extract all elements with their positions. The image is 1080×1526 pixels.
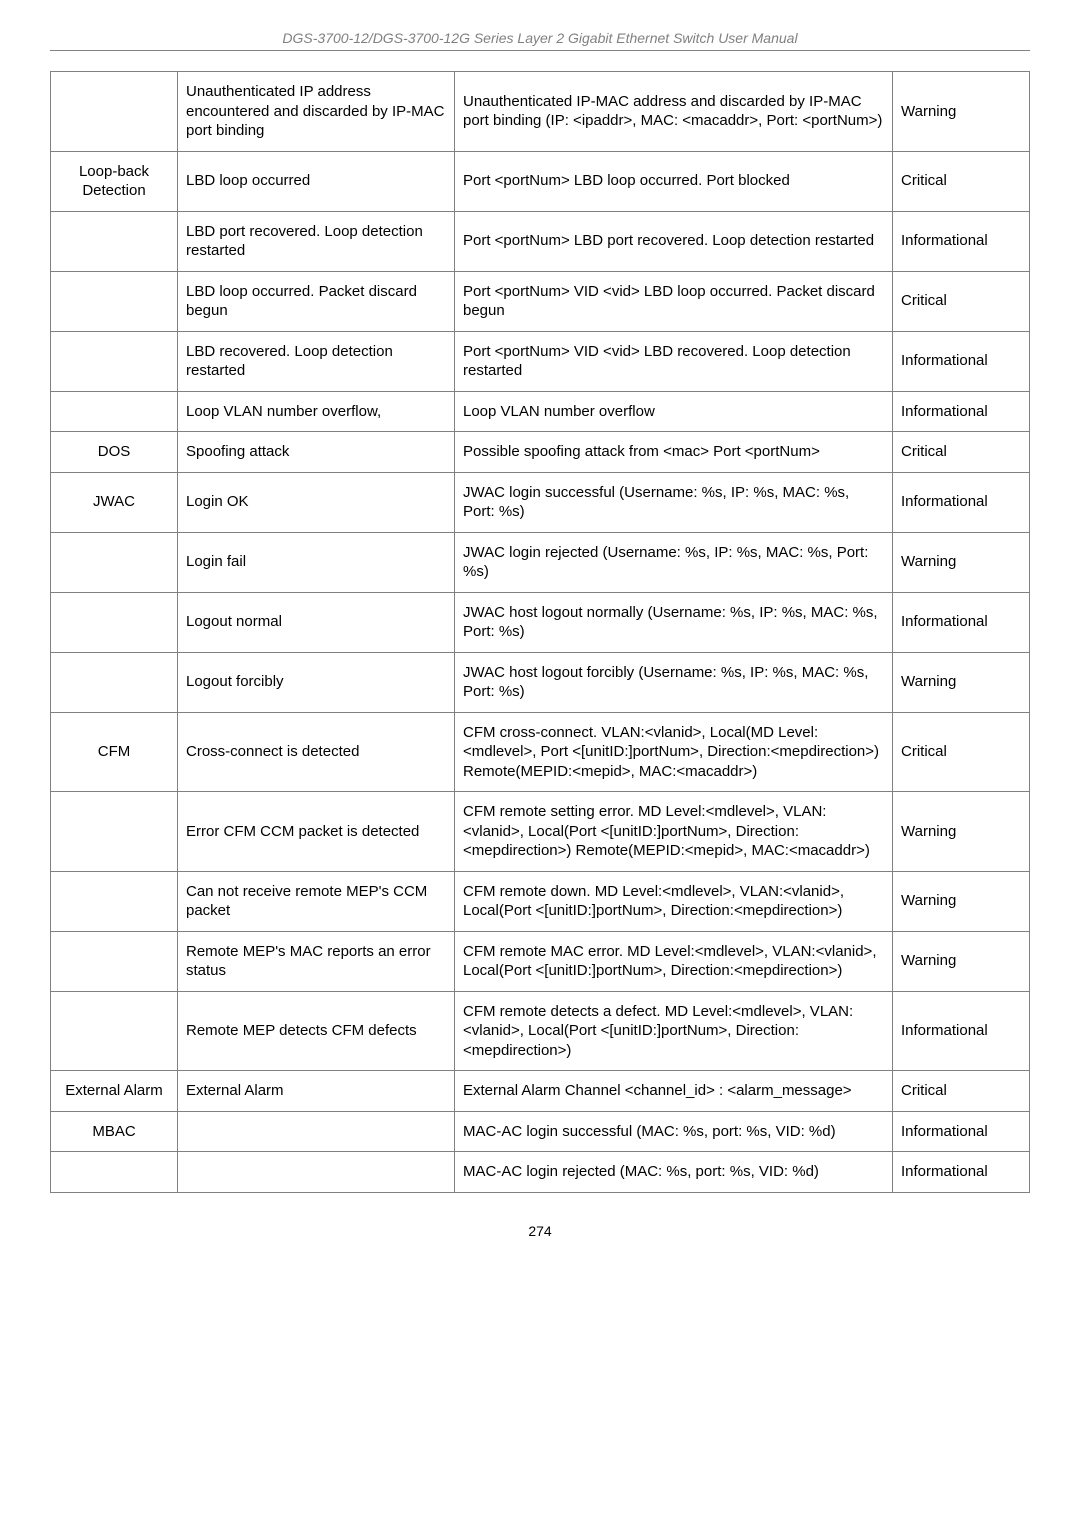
category-cell — [51, 211, 178, 271]
event-cell: Remote MEP's MAC reports an error status — [178, 931, 455, 991]
event-cell — [178, 1111, 455, 1152]
event-cell: Spoofing attack — [178, 432, 455, 473]
description-cell: CFM remote MAC error. MD Level:<mdlevel>… — [455, 931, 893, 991]
severity-cell: Informational — [893, 1111, 1030, 1152]
severity-cell: Informational — [893, 472, 1030, 532]
category-cell — [51, 331, 178, 391]
page-number: 274 — [50, 1223, 1030, 1239]
description-cell: JWAC host logout forcibly (Username: %s,… — [455, 652, 893, 712]
table-row: External AlarmExternal AlarmExternal Ala… — [51, 1071, 1030, 1112]
severity-cell: Warning — [893, 72, 1030, 152]
category-cell: DOS — [51, 432, 178, 473]
page-header: DGS-3700-12/DGS-3700-12G Series Layer 2 … — [50, 30, 1030, 51]
event-cell: LBD loop occurred. Packet discard begun — [178, 271, 455, 331]
description-cell: JWAC login successful (Username: %s, IP:… — [455, 472, 893, 532]
table-row: Can not receive remote MEP's CCM packetC… — [51, 871, 1030, 931]
table-row: Remote MEP's MAC reports an error status… — [51, 931, 1030, 991]
event-cell: LBD recovered. Loop detection restarted — [178, 331, 455, 391]
category-cell — [51, 792, 178, 872]
category-cell — [51, 991, 178, 1071]
table-row: CFM Cross-connect is detectedCFM cross-c… — [51, 712, 1030, 792]
severity-cell: Informational — [893, 1152, 1030, 1193]
category-cell — [51, 871, 178, 931]
category-cell: Loop-back Detection — [51, 151, 178, 211]
event-cell: Logout forcibly — [178, 652, 455, 712]
description-cell: Possible spoofing attack from <mac> Port… — [455, 432, 893, 473]
description-cell: JWAC login rejected (Username: %s, IP: %… — [455, 532, 893, 592]
severity-cell: Informational — [893, 331, 1030, 391]
description-cell: Port <portNum> LBD loop occurred. Port b… — [455, 151, 893, 211]
description-cell: CFM remote setting error. MD Level:<mdle… — [455, 792, 893, 872]
severity-cell: Warning — [893, 931, 1030, 991]
category-cell: CFM — [51, 712, 178, 792]
event-cell: Login fail — [178, 532, 455, 592]
severity-cell: Warning — [893, 871, 1030, 931]
event-cell: LBD loop occurred — [178, 151, 455, 211]
event-cell: Logout normal — [178, 592, 455, 652]
category-cell — [51, 652, 178, 712]
table-row: LBD loop occurred. Packet discard begunP… — [51, 271, 1030, 331]
table-row: MAC-AC login rejected (MAC: %s, port: %s… — [51, 1152, 1030, 1193]
table-row: Login failJWAC login rejected (Username:… — [51, 532, 1030, 592]
event-cell: Error CFM CCM packet is detected — [178, 792, 455, 872]
category-cell — [51, 391, 178, 432]
table-row: Remote MEP detects CFM defectsCFM remote… — [51, 991, 1030, 1071]
table-row: Loop-back DetectionLBD loop occurredPort… — [51, 151, 1030, 211]
description-cell: External Alarm Channel <channel_id> : <a… — [455, 1071, 893, 1112]
event-cell — [178, 1152, 455, 1193]
event-cell: Cross-connect is detected — [178, 712, 455, 792]
category-cell — [51, 1152, 178, 1193]
description-cell: MAC-AC login rejected (MAC: %s, port: %s… — [455, 1152, 893, 1193]
category-cell — [51, 532, 178, 592]
description-cell: Port <portNum> LBD port recovered. Loop … — [455, 211, 893, 271]
event-cell: Unauthenticated IP address encountered a… — [178, 72, 455, 152]
table-row: Logout forciblyJWAC host logout forcibly… — [51, 652, 1030, 712]
table-row: MBAC MAC-AC login successful (MAC: %s, po… — [51, 1111, 1030, 1152]
severity-cell: Critical — [893, 271, 1030, 331]
severity-cell: Warning — [893, 652, 1030, 712]
event-cell: LBD port recovered. Loop detection resta… — [178, 211, 455, 271]
table-row: LBD recovered. Loop detection restartedP… — [51, 331, 1030, 391]
event-cell: External Alarm — [178, 1071, 455, 1112]
category-cell — [51, 592, 178, 652]
description-cell: CFM remote down. MD Level:<mdlevel>, VLA… — [455, 871, 893, 931]
severity-cell: Critical — [893, 712, 1030, 792]
table-row: Loop VLAN number overflow,Loop VLAN numb… — [51, 391, 1030, 432]
description-cell: Unauthenticated IP-MAC address and disca… — [455, 72, 893, 152]
table-row: Logout normalJWAC host logout normally (… — [51, 592, 1030, 652]
severity-cell: Warning — [893, 792, 1030, 872]
description-cell: MAC-AC login successful (MAC: %s, port: … — [455, 1111, 893, 1152]
severity-cell: Informational — [893, 211, 1030, 271]
severity-cell: Critical — [893, 1071, 1030, 1112]
log-table: Unauthenticated IP address encountered a… — [50, 71, 1030, 1193]
category-cell — [51, 271, 178, 331]
table-row: JWAC Login OKJWAC login successful (User… — [51, 472, 1030, 532]
description-cell: Port <portNum> VID <vid> LBD recovered. … — [455, 331, 893, 391]
event-cell: Login OK — [178, 472, 455, 532]
table-row: LBD port recovered. Loop detection resta… — [51, 211, 1030, 271]
category-cell: MBAC — [51, 1111, 178, 1152]
category-cell: JWAC — [51, 472, 178, 532]
severity-cell: Critical — [893, 151, 1030, 211]
event-cell: Loop VLAN number overflow, — [178, 391, 455, 432]
severity-cell: Critical — [893, 432, 1030, 473]
event-cell: Can not receive remote MEP's CCM packet — [178, 871, 455, 931]
category-cell: External Alarm — [51, 1071, 178, 1112]
table-row: Unauthenticated IP address encountered a… — [51, 72, 1030, 152]
severity-cell: Warning — [893, 532, 1030, 592]
severity-cell: Informational — [893, 592, 1030, 652]
event-cell: Remote MEP detects CFM defects — [178, 991, 455, 1071]
description-cell: JWAC host logout normally (Username: %s,… — [455, 592, 893, 652]
category-cell — [51, 931, 178, 991]
table-row: Error CFM CCM packet is detectedCFM remo… — [51, 792, 1030, 872]
description-cell: Port <portNum> VID <vid> LBD loop occurr… — [455, 271, 893, 331]
severity-cell: Informational — [893, 391, 1030, 432]
description-cell: CFM remote detects a defect. MD Level:<m… — [455, 991, 893, 1071]
table-row: DOSSpoofing attackPossible spoofing atta… — [51, 432, 1030, 473]
description-cell: Loop VLAN number overflow — [455, 391, 893, 432]
category-cell — [51, 72, 178, 152]
severity-cell: Informational — [893, 991, 1030, 1071]
description-cell: CFM cross-connect. VLAN:<vlanid>, Local(… — [455, 712, 893, 792]
